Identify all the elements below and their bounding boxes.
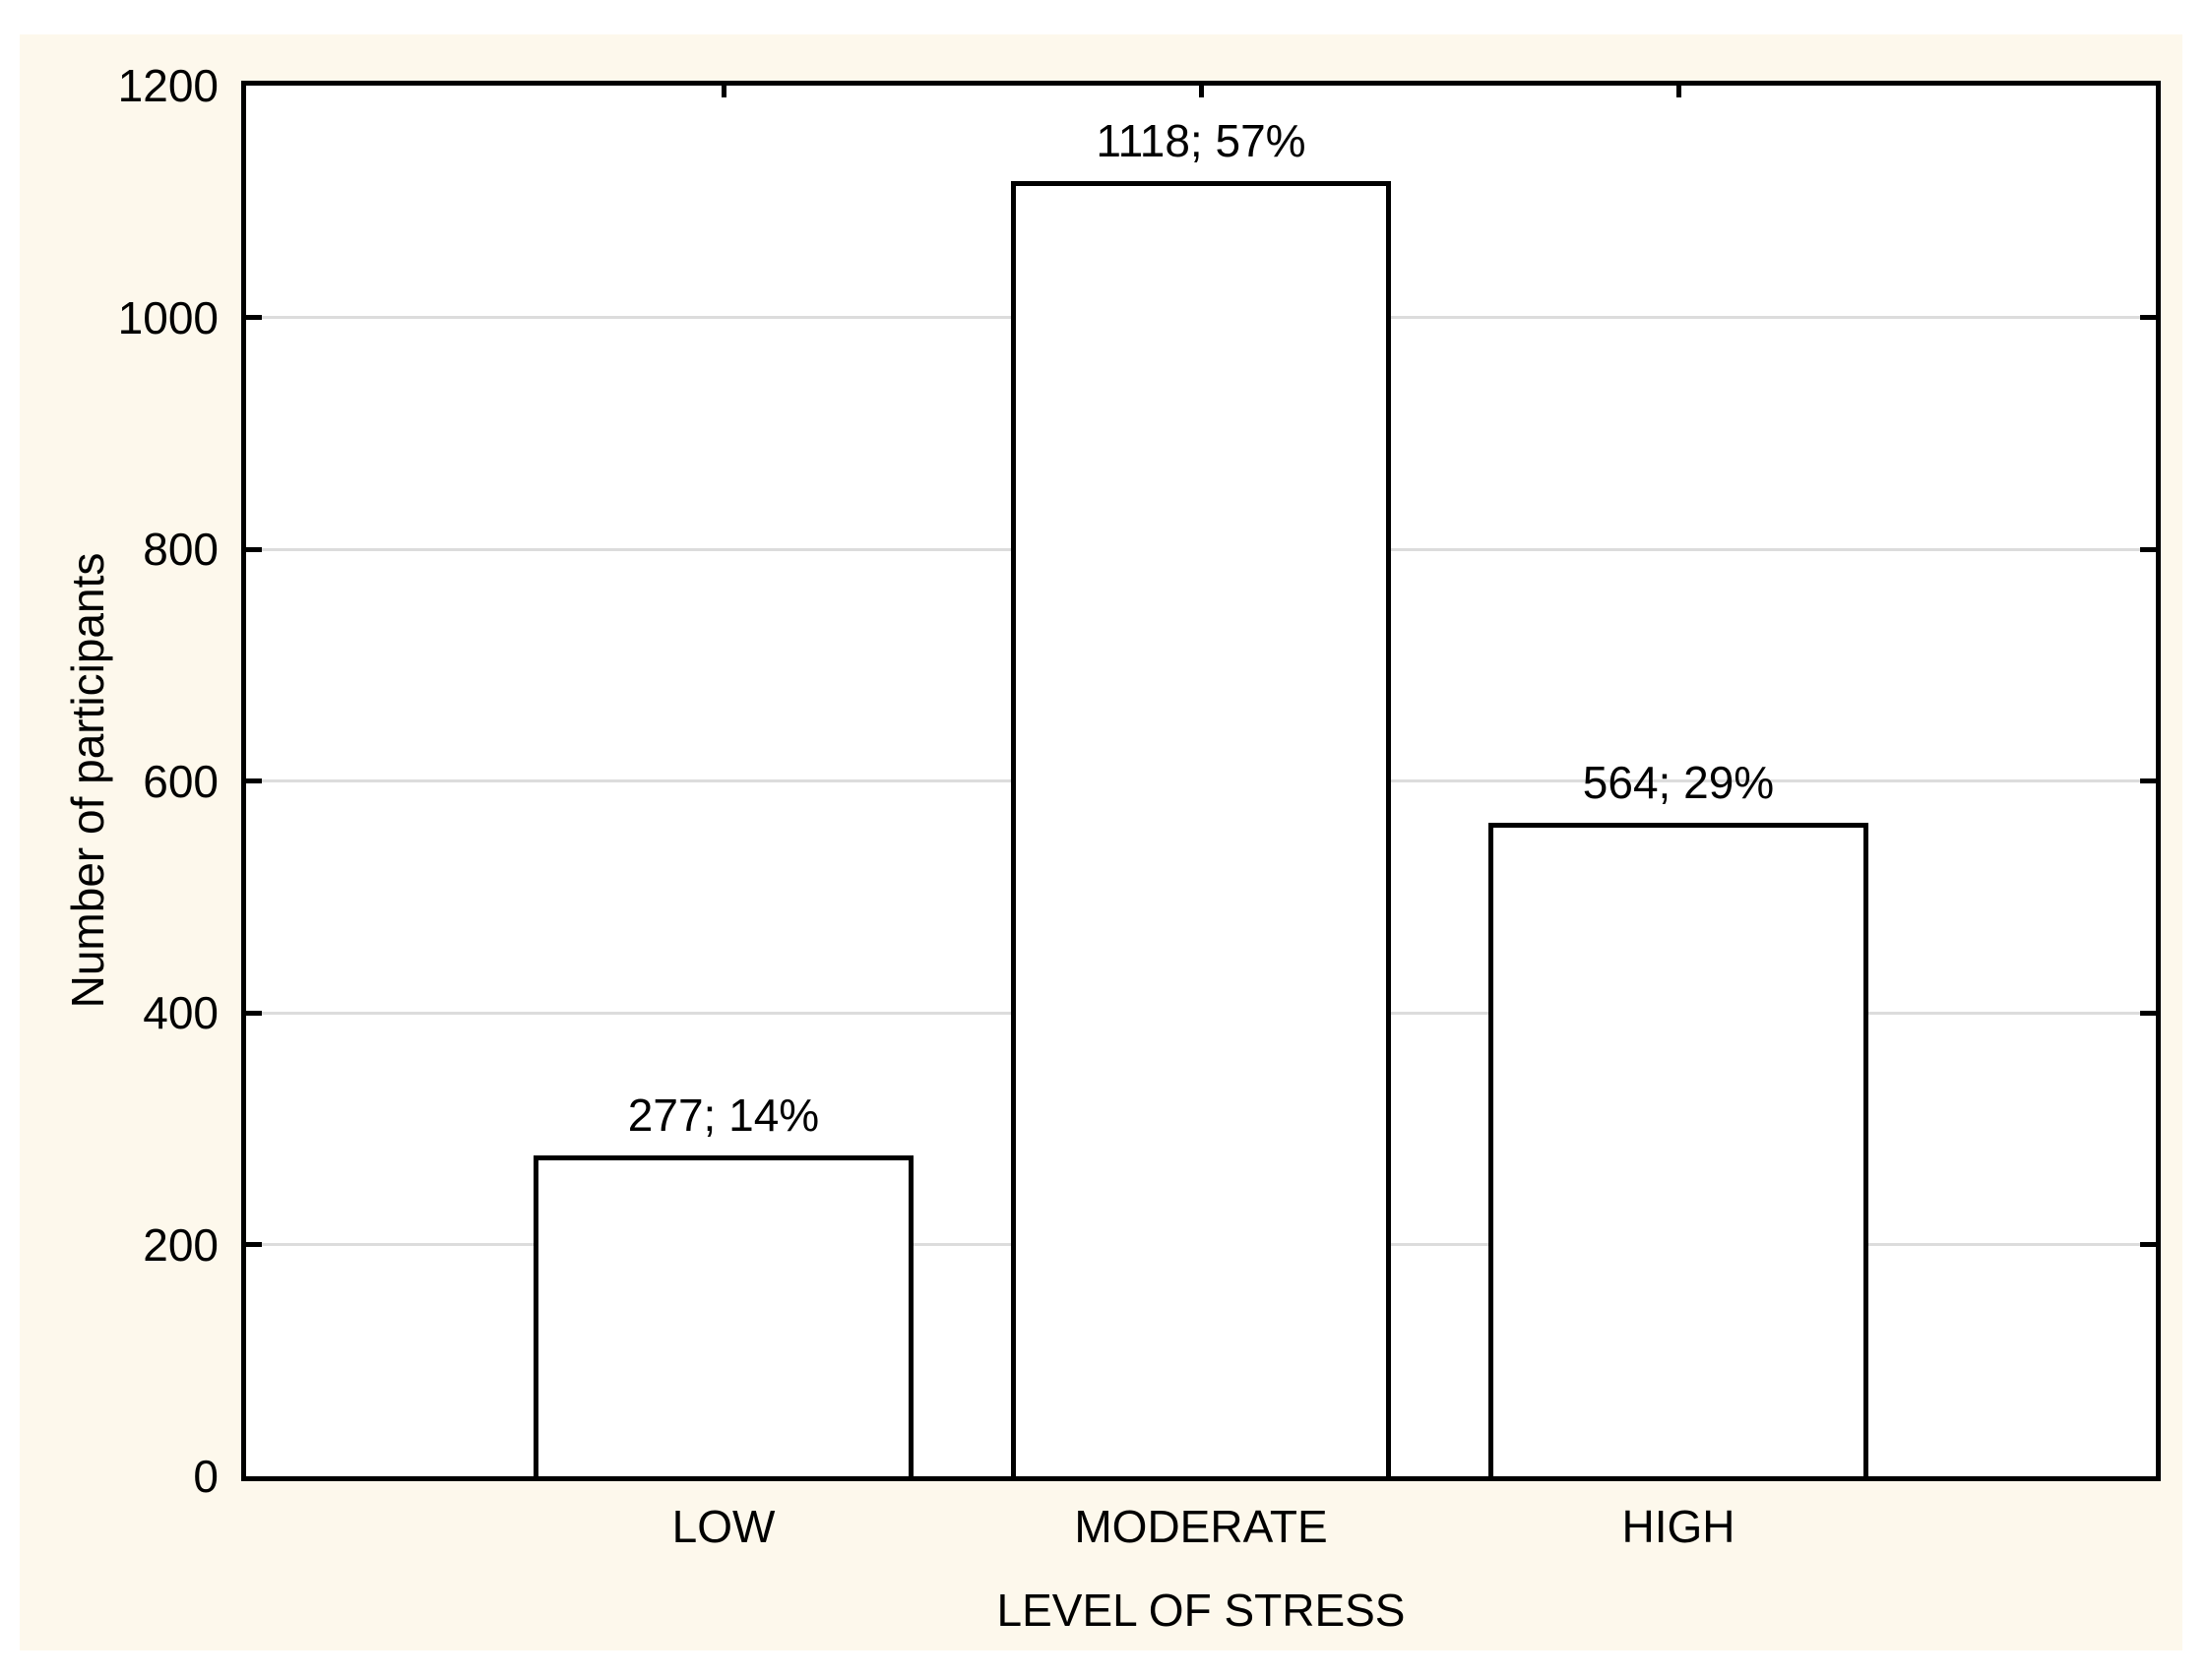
x-axis-tick-top xyxy=(1675,86,1681,97)
bar xyxy=(1011,181,1391,1476)
x-axis-tick-top xyxy=(721,86,726,97)
y-axis-tick-label: 400 xyxy=(143,987,219,1038)
y-axis-tick-label: 800 xyxy=(143,524,219,575)
y-axis-tick-left xyxy=(246,778,262,783)
y-axis-tick-label: 1200 xyxy=(117,60,219,111)
x-axis-category-label: MODERATE xyxy=(1074,1501,1328,1552)
x-axis-category-label: LOW xyxy=(671,1501,776,1552)
y-axis-tick-right xyxy=(2140,1010,2156,1016)
y-axis-tick-right xyxy=(2140,315,2156,320)
y-axis-tick-right xyxy=(2140,1242,2156,1247)
plot-area: 277; 14% 1118; 57% 564; 29% xyxy=(241,81,2161,1481)
y-axis-tick-label: 600 xyxy=(143,755,219,807)
bar-value-label: 1118; 57% xyxy=(1096,115,1306,166)
y-axis-tick-right xyxy=(2140,546,2156,552)
x-axis-title: LEVEL OF STRESS xyxy=(996,1585,1406,1636)
bar xyxy=(534,1155,914,1476)
y-axis-tick-right xyxy=(2140,778,2156,783)
y-axis-tick-label: 1000 xyxy=(117,291,219,343)
bar xyxy=(1488,823,1868,1476)
bar-value-label: 277; 14% xyxy=(627,1089,820,1141)
y-axis-tick-left xyxy=(246,1010,262,1016)
y-axis-tick-left xyxy=(246,546,262,552)
y-axis-tick-label: 200 xyxy=(143,1218,219,1271)
bar-value-label: 564; 29% xyxy=(1582,757,1775,808)
x-axis-category-label: HIGH xyxy=(1621,1501,1735,1552)
x-axis-tick-top xyxy=(1198,86,1204,97)
y-axis-tick-left xyxy=(246,1242,262,1247)
y-axis-tick-label: 0 xyxy=(193,1451,219,1502)
y-axis-tick-left xyxy=(246,315,262,320)
